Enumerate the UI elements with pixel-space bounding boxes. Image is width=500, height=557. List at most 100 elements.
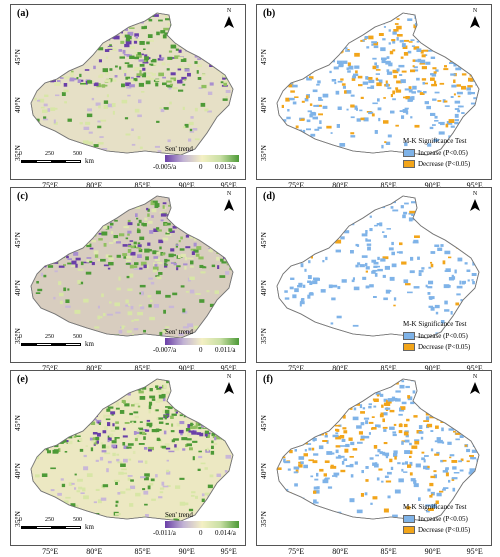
mk-pixel bbox=[458, 400, 464, 403]
trend-pixel bbox=[201, 84, 207, 89]
trend-pixel bbox=[178, 384, 185, 388]
trend-pixel bbox=[63, 264, 66, 267]
trend-pixel bbox=[104, 84, 108, 87]
mk-pixel bbox=[315, 386, 319, 390]
mk-pixel bbox=[314, 328, 320, 332]
trend-pixel bbox=[219, 499, 225, 502]
mk-pixel bbox=[390, 206, 394, 209]
trend-pixel bbox=[201, 74, 206, 76]
mk-pixel bbox=[424, 455, 429, 457]
trend-pixel bbox=[135, 206, 141, 209]
mk-pixel bbox=[331, 284, 338, 288]
trend-pixel bbox=[98, 32, 104, 35]
mk-pixel bbox=[344, 448, 349, 453]
trend-pixel bbox=[216, 36, 219, 39]
mk-pixel bbox=[355, 243, 358, 247]
trend-pixel bbox=[46, 236, 53, 240]
trend-pixel bbox=[200, 462, 206, 465]
trend-pixel bbox=[153, 81, 157, 85]
trend-pixel bbox=[144, 25, 147, 29]
lon-labels: 75°E 80°E 85°E 90°E 95°E bbox=[288, 181, 483, 190]
trend-pixel bbox=[234, 234, 240, 237]
mk-pixel bbox=[319, 237, 322, 240]
trend-pixel bbox=[109, 226, 113, 229]
mk-pixel bbox=[463, 427, 468, 430]
trend-pixel bbox=[38, 238, 44, 241]
mk-pixel bbox=[317, 389, 321, 393]
trend-pixel bbox=[163, 430, 167, 435]
mk-pixel bbox=[435, 386, 440, 389]
trend-pixel bbox=[200, 271, 206, 274]
trend-pixel bbox=[231, 439, 233, 443]
trend-pixel bbox=[49, 407, 52, 410]
trend-pixel bbox=[73, 436, 77, 438]
trend-pixel bbox=[38, 380, 42, 383]
trend-pixel bbox=[82, 140, 89, 145]
mk-pixel bbox=[372, 57, 377, 60]
mk-pixel bbox=[352, 448, 358, 451]
mk-pixel bbox=[285, 421, 290, 425]
mk-pixel bbox=[395, 87, 399, 90]
trend-pixel bbox=[192, 128, 198, 131]
trend-pixel bbox=[231, 463, 233, 467]
trend-pixel bbox=[176, 422, 180, 427]
trend-pixel bbox=[81, 408, 87, 411]
mk-pixel bbox=[322, 93, 329, 98]
trend-pixel bbox=[222, 98, 228, 101]
trend-pixel bbox=[87, 34, 94, 38]
trend-pixel bbox=[31, 78, 34, 81]
trend-pixel bbox=[195, 198, 201, 201]
trend-pixel bbox=[40, 243, 47, 248]
trend-pixel bbox=[102, 380, 108, 383]
trend-pixel bbox=[113, 35, 120, 40]
mk-pixel bbox=[416, 13, 420, 16]
mk-pixel bbox=[451, 460, 458, 463]
mk-pixel bbox=[476, 444, 479, 446]
mk-pixel bbox=[479, 98, 481, 101]
mk-pixel bbox=[308, 250, 313, 255]
mk-pixel bbox=[295, 434, 300, 437]
trend-pixel bbox=[67, 431, 73, 435]
trend-pixel bbox=[103, 105, 108, 109]
mk-pixel bbox=[430, 475, 436, 479]
mk-pixel bbox=[459, 414, 463, 419]
trend-pixel bbox=[125, 488, 131, 491]
trend-pixel bbox=[103, 100, 109, 104]
mk-pixel bbox=[431, 493, 434, 496]
trend-pixel bbox=[32, 15, 39, 20]
mk-pixel bbox=[425, 468, 430, 470]
mk-pixel bbox=[332, 400, 335, 404]
trend-pixel bbox=[95, 379, 99, 382]
trend-pixel bbox=[99, 136, 104, 138]
trend-pixel bbox=[197, 19, 201, 23]
mk-pixel bbox=[393, 450, 398, 454]
mk-pixel bbox=[337, 80, 343, 83]
trend-pixel bbox=[232, 257, 233, 260]
mk-pixel bbox=[454, 100, 461, 104]
trend-pixel bbox=[75, 417, 78, 421]
trend-pixel bbox=[167, 222, 171, 226]
mk-pixel bbox=[424, 396, 428, 399]
mk-pixel bbox=[440, 407, 446, 410]
trend-pixel bbox=[157, 417, 164, 420]
mk-pixel bbox=[401, 380, 405, 383]
mk-pixel bbox=[382, 426, 388, 429]
trend-pixel bbox=[176, 16, 180, 19]
mk-pixel bbox=[393, 423, 397, 426]
trend-pixel bbox=[149, 482, 154, 486]
trend-pixel bbox=[58, 448, 61, 452]
mk-pixel bbox=[313, 501, 319, 504]
trend-pixel bbox=[113, 394, 120, 398]
trend-pixel bbox=[76, 403, 83, 406]
trend-pixel bbox=[101, 444, 106, 449]
mk-pixel bbox=[389, 50, 394, 55]
trend-pixel bbox=[108, 27, 113, 30]
trend-pixel bbox=[204, 467, 208, 470]
trend-pixel bbox=[150, 60, 157, 63]
trend-pixel bbox=[148, 77, 154, 81]
trend-pixel bbox=[144, 460, 148, 464]
mk-pixel bbox=[455, 38, 460, 43]
trend-pixel bbox=[234, 36, 239, 38]
mk-pixel bbox=[295, 408, 299, 413]
trend-pixel bbox=[96, 84, 102, 88]
